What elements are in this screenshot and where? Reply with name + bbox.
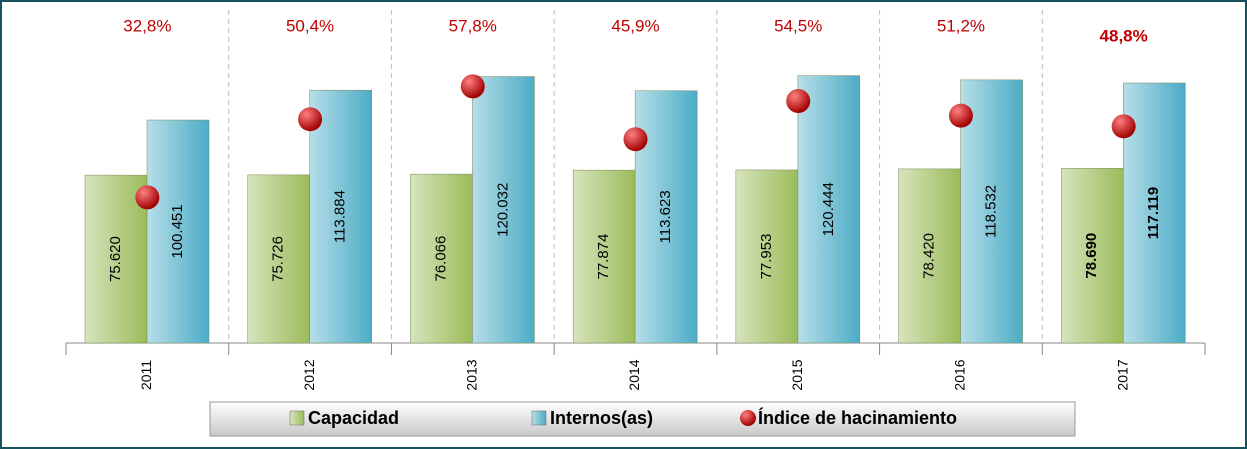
bar <box>146 119 210 344</box>
bar <box>898 168 961 344</box>
value-label: 75.726 <box>270 236 287 282</box>
point <box>623 127 648 152</box>
bar <box>84 174 148 344</box>
value-label: 120.032 <box>494 183 511 237</box>
value-label: 100.451 <box>169 204 186 258</box>
x-tick-label: 2016 <box>952 359 968 390</box>
x-tick-label: 2012 <box>301 359 317 390</box>
x-tick-label: 2011 <box>138 360 154 390</box>
value-label: 45,9% <box>611 16 659 35</box>
x-tick-label: 2014 <box>626 359 642 390</box>
point <box>135 185 160 210</box>
value-label: 76.066 <box>432 236 449 282</box>
x-tick-label: 2017 <box>1114 359 1130 390</box>
bar <box>472 76 535 344</box>
value-label: 32,8% <box>123 16 171 35</box>
bar <box>247 174 310 344</box>
point <box>298 107 323 132</box>
bar <box>1061 168 1124 344</box>
bar <box>735 169 799 344</box>
value-label: 120.444 <box>820 182 837 236</box>
legend-label: Internos(as) <box>550 408 653 428</box>
bar <box>797 75 861 344</box>
value-label: 51,2% <box>937 16 985 35</box>
legend-swatch <box>740 410 756 426</box>
legend-label: Índice de hacinamiento <box>758 407 957 428</box>
bar <box>410 173 473 344</box>
legend-box <box>209 401 1076 437</box>
value-label: 78.690 <box>1083 233 1100 279</box>
value-label: 113.623 <box>657 190 674 243</box>
value-label: 118.532 <box>983 185 1000 238</box>
value-label: 113.884 <box>332 190 349 243</box>
x-tick-label: 2013 <box>463 359 479 390</box>
value-label: 48,8% <box>1100 26 1148 45</box>
point <box>1111 114 1136 139</box>
legend-swatch <box>531 410 547 426</box>
value-label: 75.620 <box>107 236 124 282</box>
bar <box>309 89 372 344</box>
value-label: 50,4% <box>286 16 334 35</box>
value-label: 57,8% <box>449 16 497 35</box>
value-label: 54,5% <box>774 16 822 35</box>
value-label: 77.953 <box>758 234 775 280</box>
x-tick-label: 2015 <box>789 359 805 390</box>
legend-label: Capacidad <box>308 408 399 428</box>
value-label: 78.420 <box>921 233 938 279</box>
point <box>786 89 811 114</box>
value-label: 117.119 <box>1145 187 1162 240</box>
bar <box>960 79 1023 344</box>
legend-swatch <box>289 410 305 426</box>
value-label: 77.874 <box>595 234 612 280</box>
point <box>460 74 485 99</box>
point <box>948 103 973 128</box>
